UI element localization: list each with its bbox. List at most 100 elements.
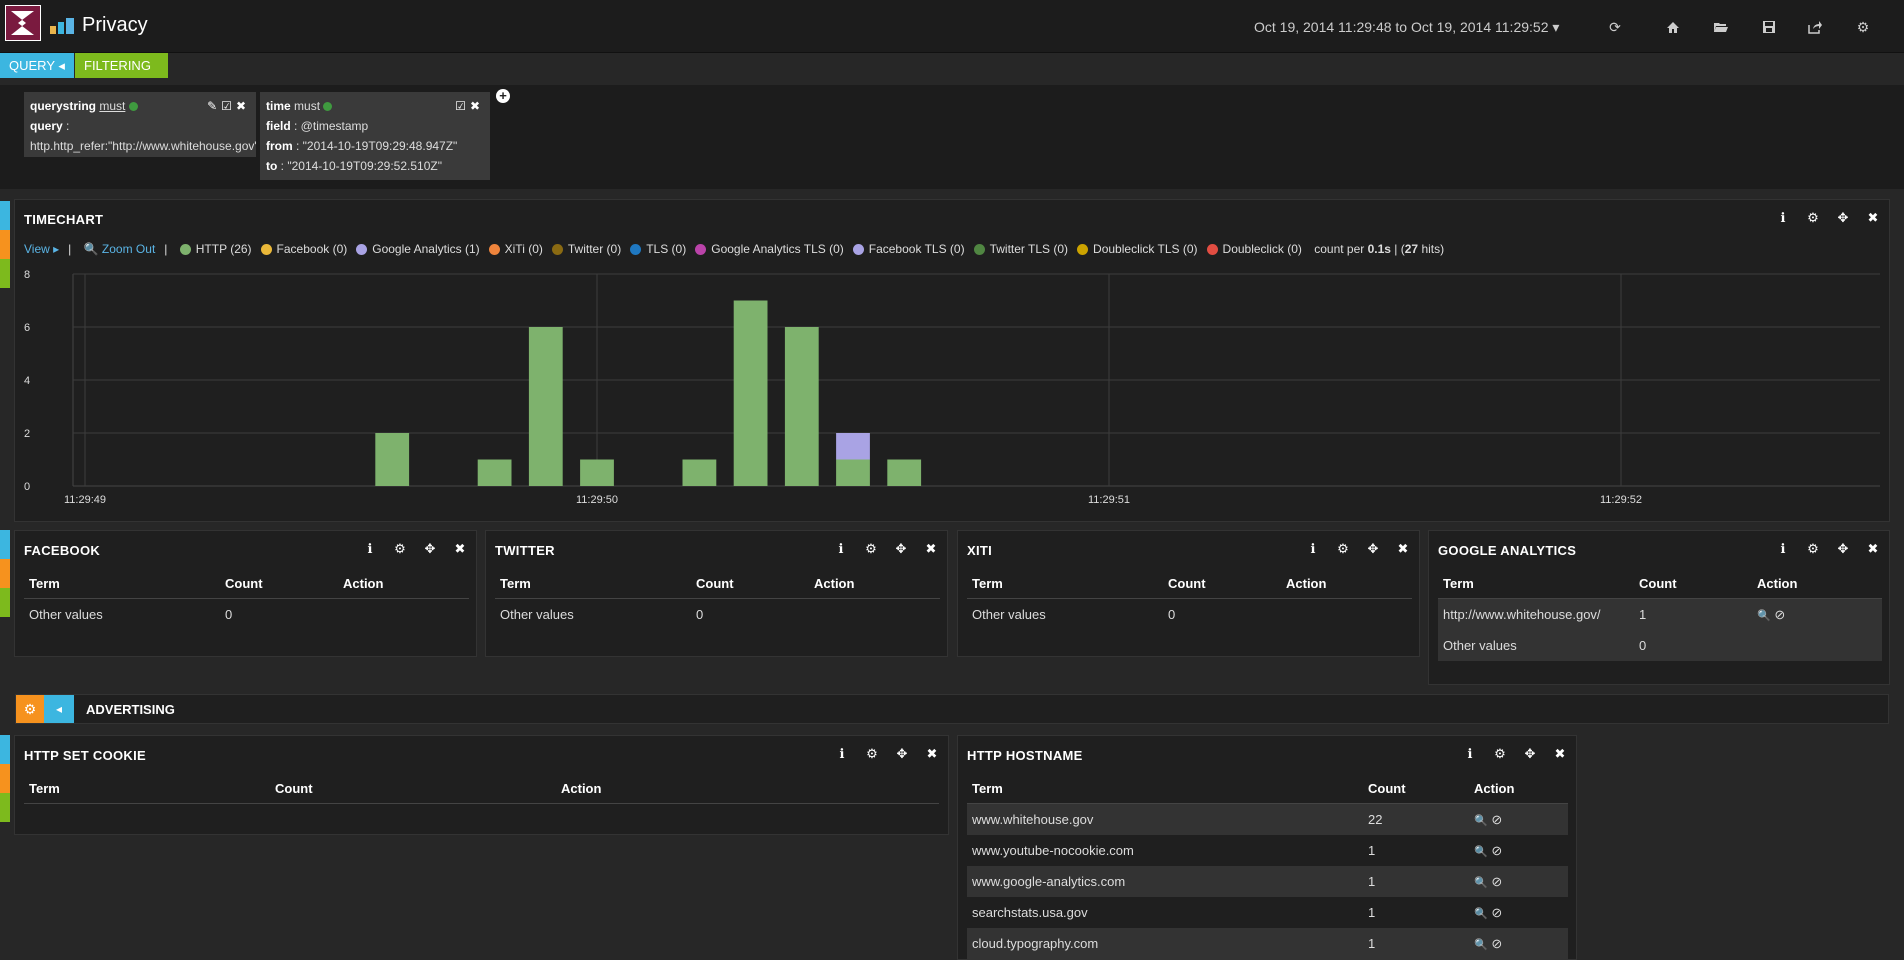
close-icon[interactable]: ✖ [1397,541,1409,556]
column-header[interactable]: Action [1469,773,1568,804]
move-icon[interactable]: ✥ [424,541,436,556]
legend-item[interactable]: Twitter TLS (0) [973,242,1068,256]
filter-mode[interactable]: must [99,99,126,113]
legend-item[interactable]: Google Analytics (1) [356,242,480,256]
info-icon[interactable]: ℹ [1780,541,1786,556]
move-icon[interactable]: ✥ [1837,210,1849,225]
gear-icon[interactable]: ⚙ [1494,746,1506,761]
close-icon[interactable]: ✖ [1554,746,1566,761]
time-range-picker[interactable]: Oct 19, 2014 11:29:48 to Oct 19, 2014 11… [1254,19,1559,36]
search-icon[interactable]: 🔍 [1474,845,1488,858]
column-header[interactable]: Count [691,568,809,599]
legend-item[interactable]: Facebook TLS (0) [852,242,965,256]
column-header[interactable]: Term [24,773,270,804]
legend-item[interactable]: TLS (0) [630,242,686,256]
search-icon[interactable]: 🔍 [1474,876,1488,889]
info-icon[interactable]: ℹ [1467,746,1473,761]
gear-icon[interactable]: ⚙ [1807,541,1819,556]
filter-querystring[interactable]: querystring must query : http.http_refer… [24,92,256,157]
column-header[interactable]: Action [556,773,939,804]
column-header[interactable]: Count [270,773,556,804]
kibana-logo[interactable] [5,5,41,41]
close-icon[interactable]: ✖ [454,541,466,556]
add-filter-icon[interactable]: + [496,89,510,103]
gear-icon[interactable]: ⚙ [866,746,878,761]
legend-item[interactable]: Doubleclick TLS (0) [1077,242,1198,256]
column-header[interactable]: Action [1752,568,1882,599]
home-icon[interactable] [1663,17,1683,37]
info-icon[interactable]: ℹ [838,541,844,556]
close-icon[interactable]: ✖ [926,746,938,761]
folder-open-icon[interactable] [1711,17,1731,37]
info-icon[interactable]: ℹ [1310,541,1316,556]
filter-mode[interactable]: must [294,99,321,113]
column-header[interactable]: Action [338,568,469,599]
column-header[interactable]: Term [967,773,1363,804]
close-icon[interactable]: ✖ [925,541,937,556]
dashboard-title[interactable]: Privacy [82,14,148,36]
filter-time[interactable]: time must field : @timestamp from : "201… [260,92,490,180]
search-icon[interactable]: 🔍 [1757,609,1771,622]
close-icon[interactable]: ✖ [469,99,484,113]
gear-icon[interactable]: ⚙ [16,695,44,723]
save-icon[interactable] [1759,17,1779,37]
move-icon[interactable]: ✥ [1837,541,1849,556]
zoom-out-button[interactable]: 🔍 Zoom Out [84,242,156,256]
search-icon[interactable]: 🔍 [1474,938,1488,951]
legend-item[interactable]: Twitter (0) [551,242,621,256]
ban-icon[interactable]: ⊘ [1487,842,1503,858]
info-icon[interactable]: ℹ [839,746,845,761]
ban-icon[interactable]: ⊘ [1487,935,1503,951]
row-collapse-bar[interactable] [0,530,10,618]
move-icon[interactable]: ✥ [1524,746,1536,761]
ban-icon[interactable]: ⊘ [1487,904,1503,920]
tab-query[interactable]: QUERY ◂ [0,53,74,78]
info-icon[interactable]: ℹ [1780,210,1786,225]
ban-icon[interactable]: ⊘ [1487,873,1503,889]
legend-item[interactable]: HTTP (26) [179,242,252,256]
info-icon[interactable]: ℹ [367,541,373,556]
gear-icon[interactable]: ⚙ [1337,541,1349,556]
ban-icon[interactable]: ⊘ [1770,606,1786,622]
check-icon[interactable]: ☑ [221,99,236,113]
search-icon[interactable]: 🔍 [1474,907,1488,920]
legend-item[interactable]: Doubleclick (0) [1206,242,1302,256]
column-header[interactable]: Count [1363,773,1469,804]
row-collapse-bar[interactable] [0,201,10,289]
search-icon[interactable]: 🔍 [1474,814,1488,827]
close-icon[interactable]: ✖ [1867,541,1879,556]
column-header[interactable]: Count [1634,568,1752,599]
legend-item[interactable]: Google Analytics TLS (0) [695,242,844,256]
column-header[interactable]: Count [220,568,338,599]
column-header[interactable]: Term [495,568,691,599]
column-header[interactable]: Term [967,568,1163,599]
gear-icon[interactable]: ⚙ [394,541,406,556]
legend-item[interactable]: Facebook (0) [260,242,347,256]
check-icon[interactable]: ☑ [455,99,470,113]
move-icon[interactable]: ✥ [895,541,907,556]
tab-filtering[interactable]: FILTERING ▸ [75,53,168,98]
view-menu[interactable]: View ▸ [24,242,60,256]
edit-icon[interactable]: ✎ [207,99,222,113]
ban-icon[interactable]: ⊘ [1487,811,1503,827]
column-header[interactable]: Action [1281,568,1412,599]
column-header[interactable]: Count [1163,568,1281,599]
collapse-row-icon[interactable]: ◂ [44,695,74,723]
move-icon[interactable]: ✥ [1367,541,1379,556]
close-icon[interactable]: ✖ [1867,210,1879,225]
column-header[interactable]: Action [809,568,940,599]
close-icon[interactable]: ✖ [235,99,250,113]
filter-status-dot[interactable] [128,102,138,112]
row-title[interactable]: ADVERTISING [86,702,175,717]
filter-status-dot[interactable] [323,102,333,112]
share-icon[interactable] [1805,17,1825,37]
column-header[interactable]: Term [24,568,220,599]
refresh-icon[interactable]: ⟳ [1609,18,1621,35]
timechart-chart[interactable]: 0 2 4 6 8 11:29:49 11:29:50 11:29:51 11:29:52 [14,264,1890,504]
move-icon[interactable]: ✥ [896,746,908,761]
gear-icon[interactable]: ⚙ [865,541,877,556]
legend-item[interactable]: XiTi (0) [488,242,543,256]
gear-icon[interactable]: ⚙ [1807,210,1819,225]
gear-icon[interactable]: ⚙ [1856,18,1870,35]
column-header[interactable]: Term [1438,568,1634,599]
